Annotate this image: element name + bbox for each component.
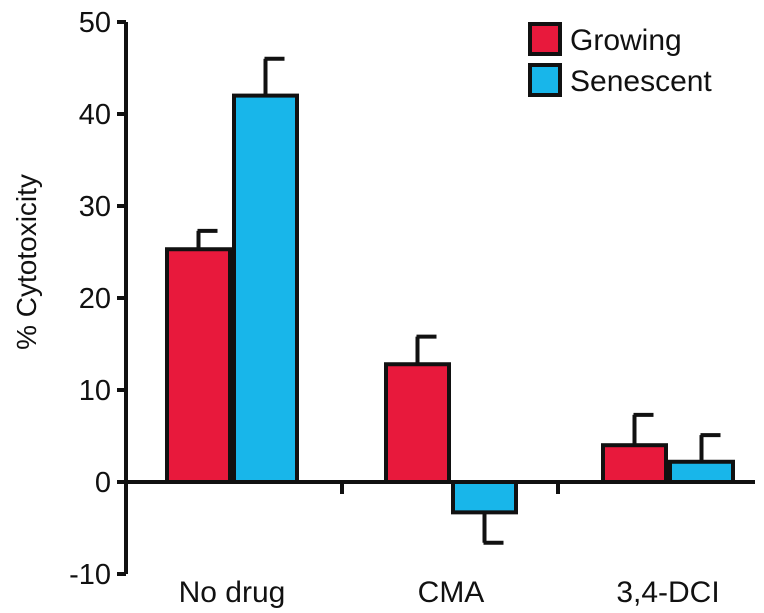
bar-growing (601, 443, 668, 485)
bar-growing (384, 362, 451, 484)
y-tick-label: -10 (69, 559, 111, 591)
y-tick-label: 20 (79, 283, 111, 315)
x-category-label: No drug (179, 576, 286, 609)
y-axis-title: % Cytotoxicity (11, 174, 42, 350)
bars (165, 93, 735, 515)
bar-senescent (451, 480, 518, 515)
legend-swatch-senescent (528, 63, 562, 97)
y-tick-label: 0 (95, 467, 111, 499)
y-tick-label: 40 (79, 99, 111, 131)
y-tick-label: 30 (79, 191, 111, 223)
error-bars (196, 56, 721, 545)
bar-senescent (232, 93, 299, 484)
x-category-label: CMA (418, 576, 485, 609)
legend-label-senescent: Senescent (570, 65, 712, 98)
legend-swatch-growing (528, 22, 562, 56)
legend-label-growing: Growing (570, 24, 682, 57)
bar-senescent (668, 459, 735, 485)
x-category-label: 3,4-DCI (616, 576, 719, 609)
y-tick-label: 50 (79, 7, 111, 39)
bar-growing (165, 247, 232, 484)
y-tick-label: 10 (79, 375, 111, 407)
legend: Growing Senescent (528, 22, 712, 98)
